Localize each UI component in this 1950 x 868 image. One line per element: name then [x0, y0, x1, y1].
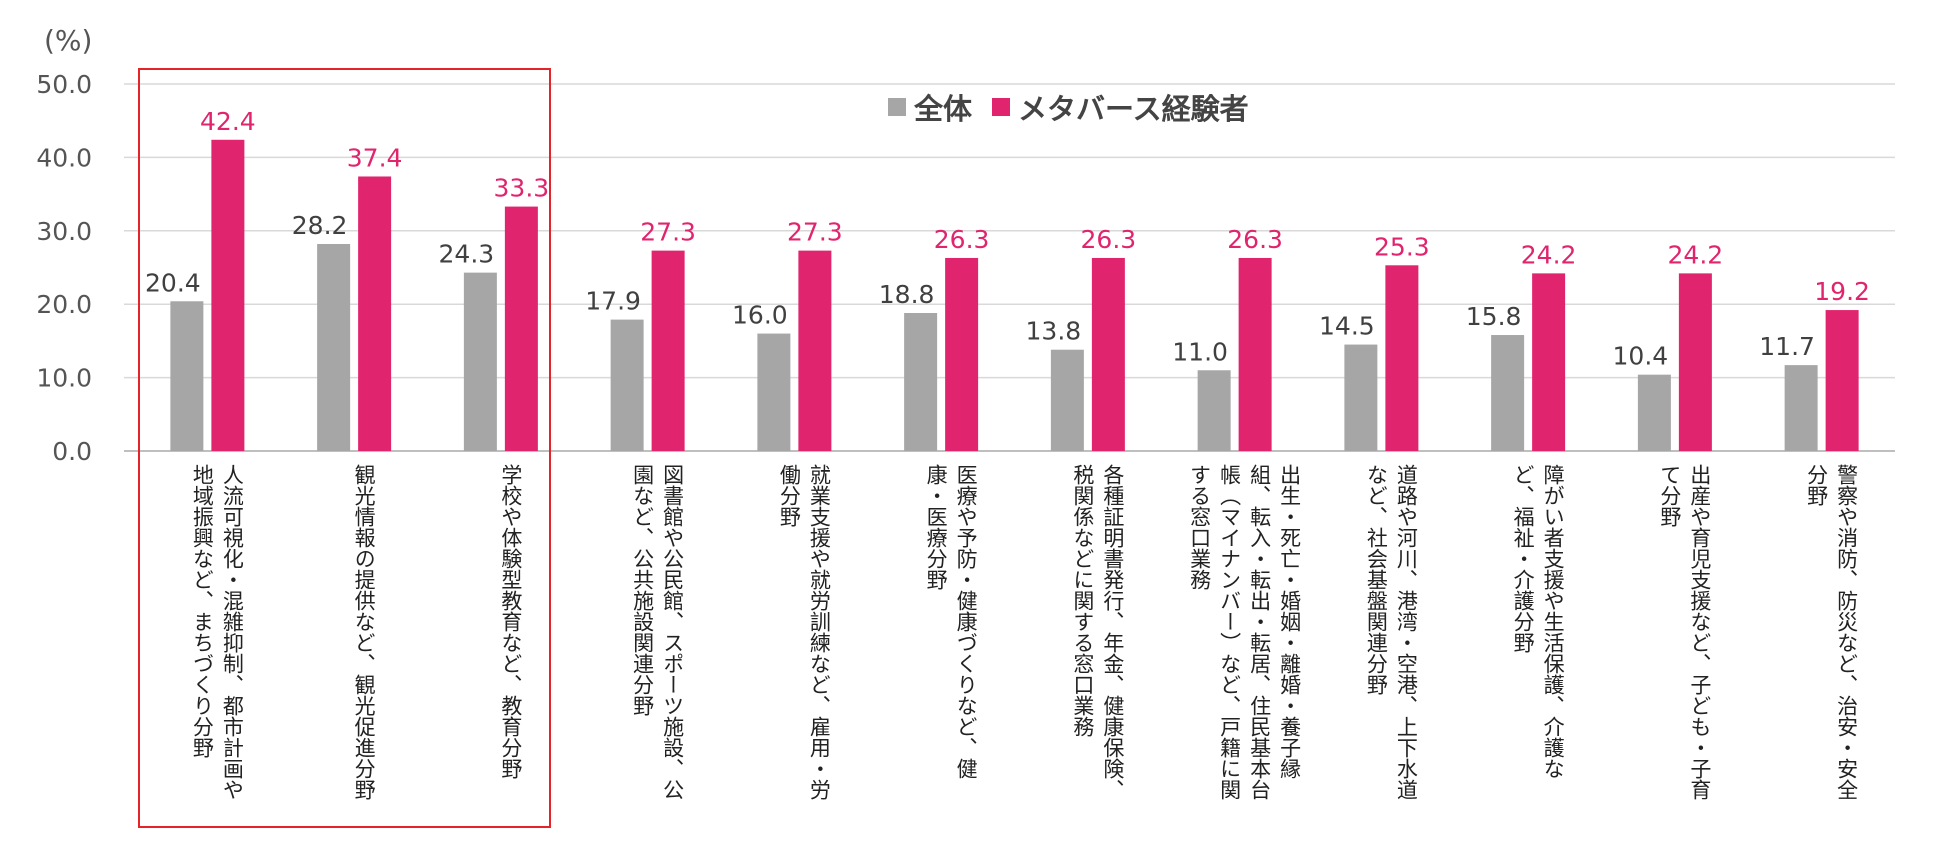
- legend-swatch-overall: [888, 98, 906, 116]
- bar-overall: [1197, 370, 1231, 451]
- data-label-overall: 28.2: [292, 211, 348, 240]
- data-label-metaverse: 26.3: [1081, 225, 1137, 254]
- data-label-overall: 14.5: [1319, 312, 1375, 341]
- y-tick-label: 10.0: [36, 364, 92, 393]
- category-label: 道路や河川、港湾・空港、上下水道 など、社会基盤関連分野: [1364, 464, 1419, 800]
- data-label-overall: 15.8: [1466, 302, 1522, 331]
- data-label-metaverse: 26.3: [934, 225, 990, 254]
- bar-metaverse: [358, 176, 392, 451]
- category-label: 出産や育児支援など、子ども・子育 て分野: [1657, 464, 1712, 800]
- bar-overall: [904, 313, 938, 451]
- bar-metaverse: [211, 139, 245, 451]
- data-label-overall: 13.8: [1026, 317, 1082, 346]
- data-label-overall: 16.0: [732, 301, 788, 330]
- legend-item-overall: 全体: [888, 86, 972, 128]
- data-label-overall: 17.9: [585, 287, 641, 316]
- category-label: 観光情報の提供など、観光促進分野: [352, 464, 377, 800]
- y-axis-unit-label: (%): [44, 24, 93, 57]
- bar-metaverse: [1678, 273, 1712, 451]
- bar-overall: [317, 244, 351, 451]
- bar-metaverse: [504, 206, 538, 451]
- legend-swatch-metaverse: [992, 98, 1011, 116]
- y-tick-label: 20.0: [36, 290, 92, 319]
- bar-metaverse: [1825, 310, 1859, 451]
- data-label-metaverse: 42.4: [200, 107, 256, 136]
- bar-overall: [610, 319, 644, 451]
- data-label-metaverse: 26.3: [1227, 225, 1283, 254]
- highlight-box: [138, 68, 551, 828]
- bar-metaverse: [1091, 257, 1125, 451]
- y-tick-label: 50.0: [36, 70, 92, 99]
- bar-overall: [463, 272, 497, 451]
- category-label: 出生・死亡・婚姻・離婚・養子縁 組、転入・転出・転居、住民基本台 帳（マイナンバ…: [1187, 464, 1302, 800]
- category-label: 就業支援や就労訓練など、雇用・労 働分野: [777, 464, 832, 800]
- bar-overall: [1784, 365, 1818, 451]
- category-label: 人流可視化・混雑抑制、都市計画や 地域振興など、まちづくり分野: [190, 464, 245, 800]
- bar-overall: [1491, 335, 1525, 451]
- bar-metaverse: [1532, 273, 1566, 451]
- bar-metaverse: [1385, 265, 1419, 451]
- bar-metaverse: [945, 257, 979, 451]
- chart-legend: 全体 メタバース経験者: [888, 86, 1269, 128]
- category-label: 警察や消防、防災など、治安・安全 分野: [1804, 464, 1859, 800]
- legend-label-metaverse: メタバース経験者: [1018, 92, 1249, 126]
- bar-overall: [757, 333, 791, 451]
- data-label-metaverse: 27.3: [640, 218, 696, 247]
- data-label-overall: 11.0: [1172, 337, 1228, 366]
- data-label-metaverse: 33.3: [494, 174, 550, 203]
- bar-overall: [1637, 374, 1671, 451]
- y-tick-label: 30.0: [36, 217, 92, 246]
- data-label-metaverse: 27.3: [787, 218, 843, 247]
- legend-label-overall: 全体: [914, 92, 973, 126]
- category-label: 障がい者支援や生活保護、介護な ど、福祉・介護分野: [1511, 464, 1566, 779]
- data-label-metaverse: 24.2: [1521, 240, 1577, 269]
- category-label: 医療や予防・健康づくりなど、健 康・医療分野: [924, 464, 979, 779]
- data-label-overall: 11.7: [1759, 332, 1815, 361]
- bar-overall: [1344, 344, 1378, 451]
- bar-metaverse: [1238, 257, 1272, 451]
- legend-item-metaverse: メタバース経験者: [992, 86, 1249, 128]
- data-label-metaverse: 24.2: [1668, 240, 1724, 269]
- category-label: 学校や体験型教育など、教育分野: [498, 464, 523, 779]
- data-label-metaverse: 37.4: [347, 143, 403, 172]
- bar-overall: [170, 301, 204, 451]
- data-label-metaverse: 25.3: [1374, 232, 1430, 261]
- data-label-metaverse: 19.2: [1814, 277, 1870, 306]
- bar-metaverse: [651, 250, 685, 451]
- bar-metaverse: [798, 250, 832, 451]
- category-label: 各種証明書発行、年金、健康保険、 税関係などに関する窓口業務: [1070, 464, 1125, 800]
- y-tick-label: 0.0: [52, 437, 92, 466]
- y-tick-label: 40.0: [36, 143, 92, 172]
- category-label: 図書館や公民館、スポーツ施設、公 園など、公共施設関連分野: [630, 464, 685, 800]
- data-label-overall: 18.8: [879, 280, 935, 309]
- data-label-overall: 24.3: [439, 240, 495, 269]
- data-label-overall: 10.4: [1613, 342, 1669, 371]
- data-label-overall: 20.4: [145, 268, 201, 297]
- bar-overall: [1050, 349, 1084, 451]
